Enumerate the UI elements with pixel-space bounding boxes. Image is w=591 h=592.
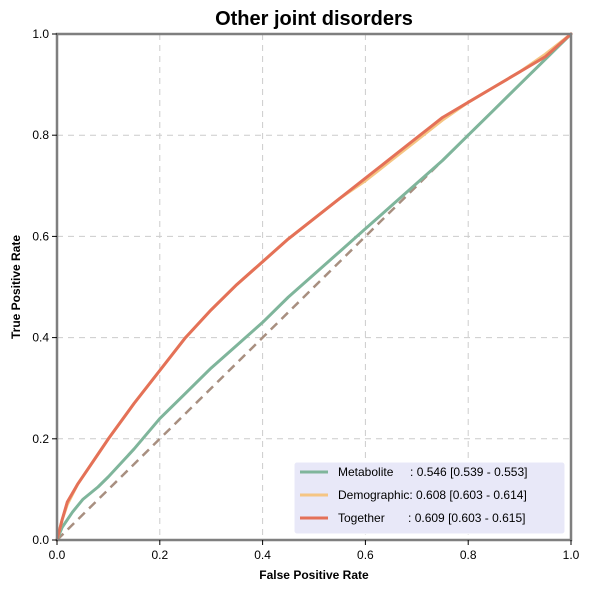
y-tick-label: 0.2 <box>32 432 49 446</box>
x-tick-label: 0.6 <box>357 548 374 562</box>
plot-frame <box>55 32 573 542</box>
x-tick-label: 0.4 <box>254 548 271 562</box>
x-axis-ticks: 0.0 0.2 0.4 0.6 0.8 1.0 <box>49 540 580 562</box>
y-tick-label: 0.8 <box>32 128 49 142</box>
x-tick-label: 0.2 <box>151 548 168 562</box>
legend: Metabolite : 0.546 [0.539 - 0.553] Demogr… <box>293 461 566 535</box>
y-tick-label: 0.6 <box>32 229 49 243</box>
legend-label-demographic: Demographic: 0.608 [0.603 - 0.614] <box>338 488 527 502</box>
x-tick-label: 0.0 <box>49 548 66 562</box>
series-line-metabolite <box>55 32 573 542</box>
legend-label-metabolite: Metabolite : 0.546 [0.539 - 0.553] <box>338 465 527 479</box>
x-tick-label: 1.0 <box>563 548 580 562</box>
y-axis-ticks: 0.0 0.2 0.4 0.6 0.8 1.0 <box>32 27 57 547</box>
y-tick-label: 0.4 <box>32 331 49 345</box>
series-line-together <box>55 32 573 542</box>
x-tick-label: 0.8 <box>460 548 477 562</box>
grid-lines <box>57 34 571 540</box>
legend-box <box>293 461 566 535</box>
y-tick-label: 1.0 <box>32 27 49 41</box>
series-lines <box>55 32 573 542</box>
y-tick-label: 0.0 <box>32 533 49 547</box>
chart-title: Other joint disorders <box>215 8 413 30</box>
y-axis-label: True Positive Rate <box>9 235 23 339</box>
legend-label-together: Together : 0.609 [0.603 - 0.615] <box>338 511 525 525</box>
x-axis-label: False Positive Rate <box>259 568 369 582</box>
